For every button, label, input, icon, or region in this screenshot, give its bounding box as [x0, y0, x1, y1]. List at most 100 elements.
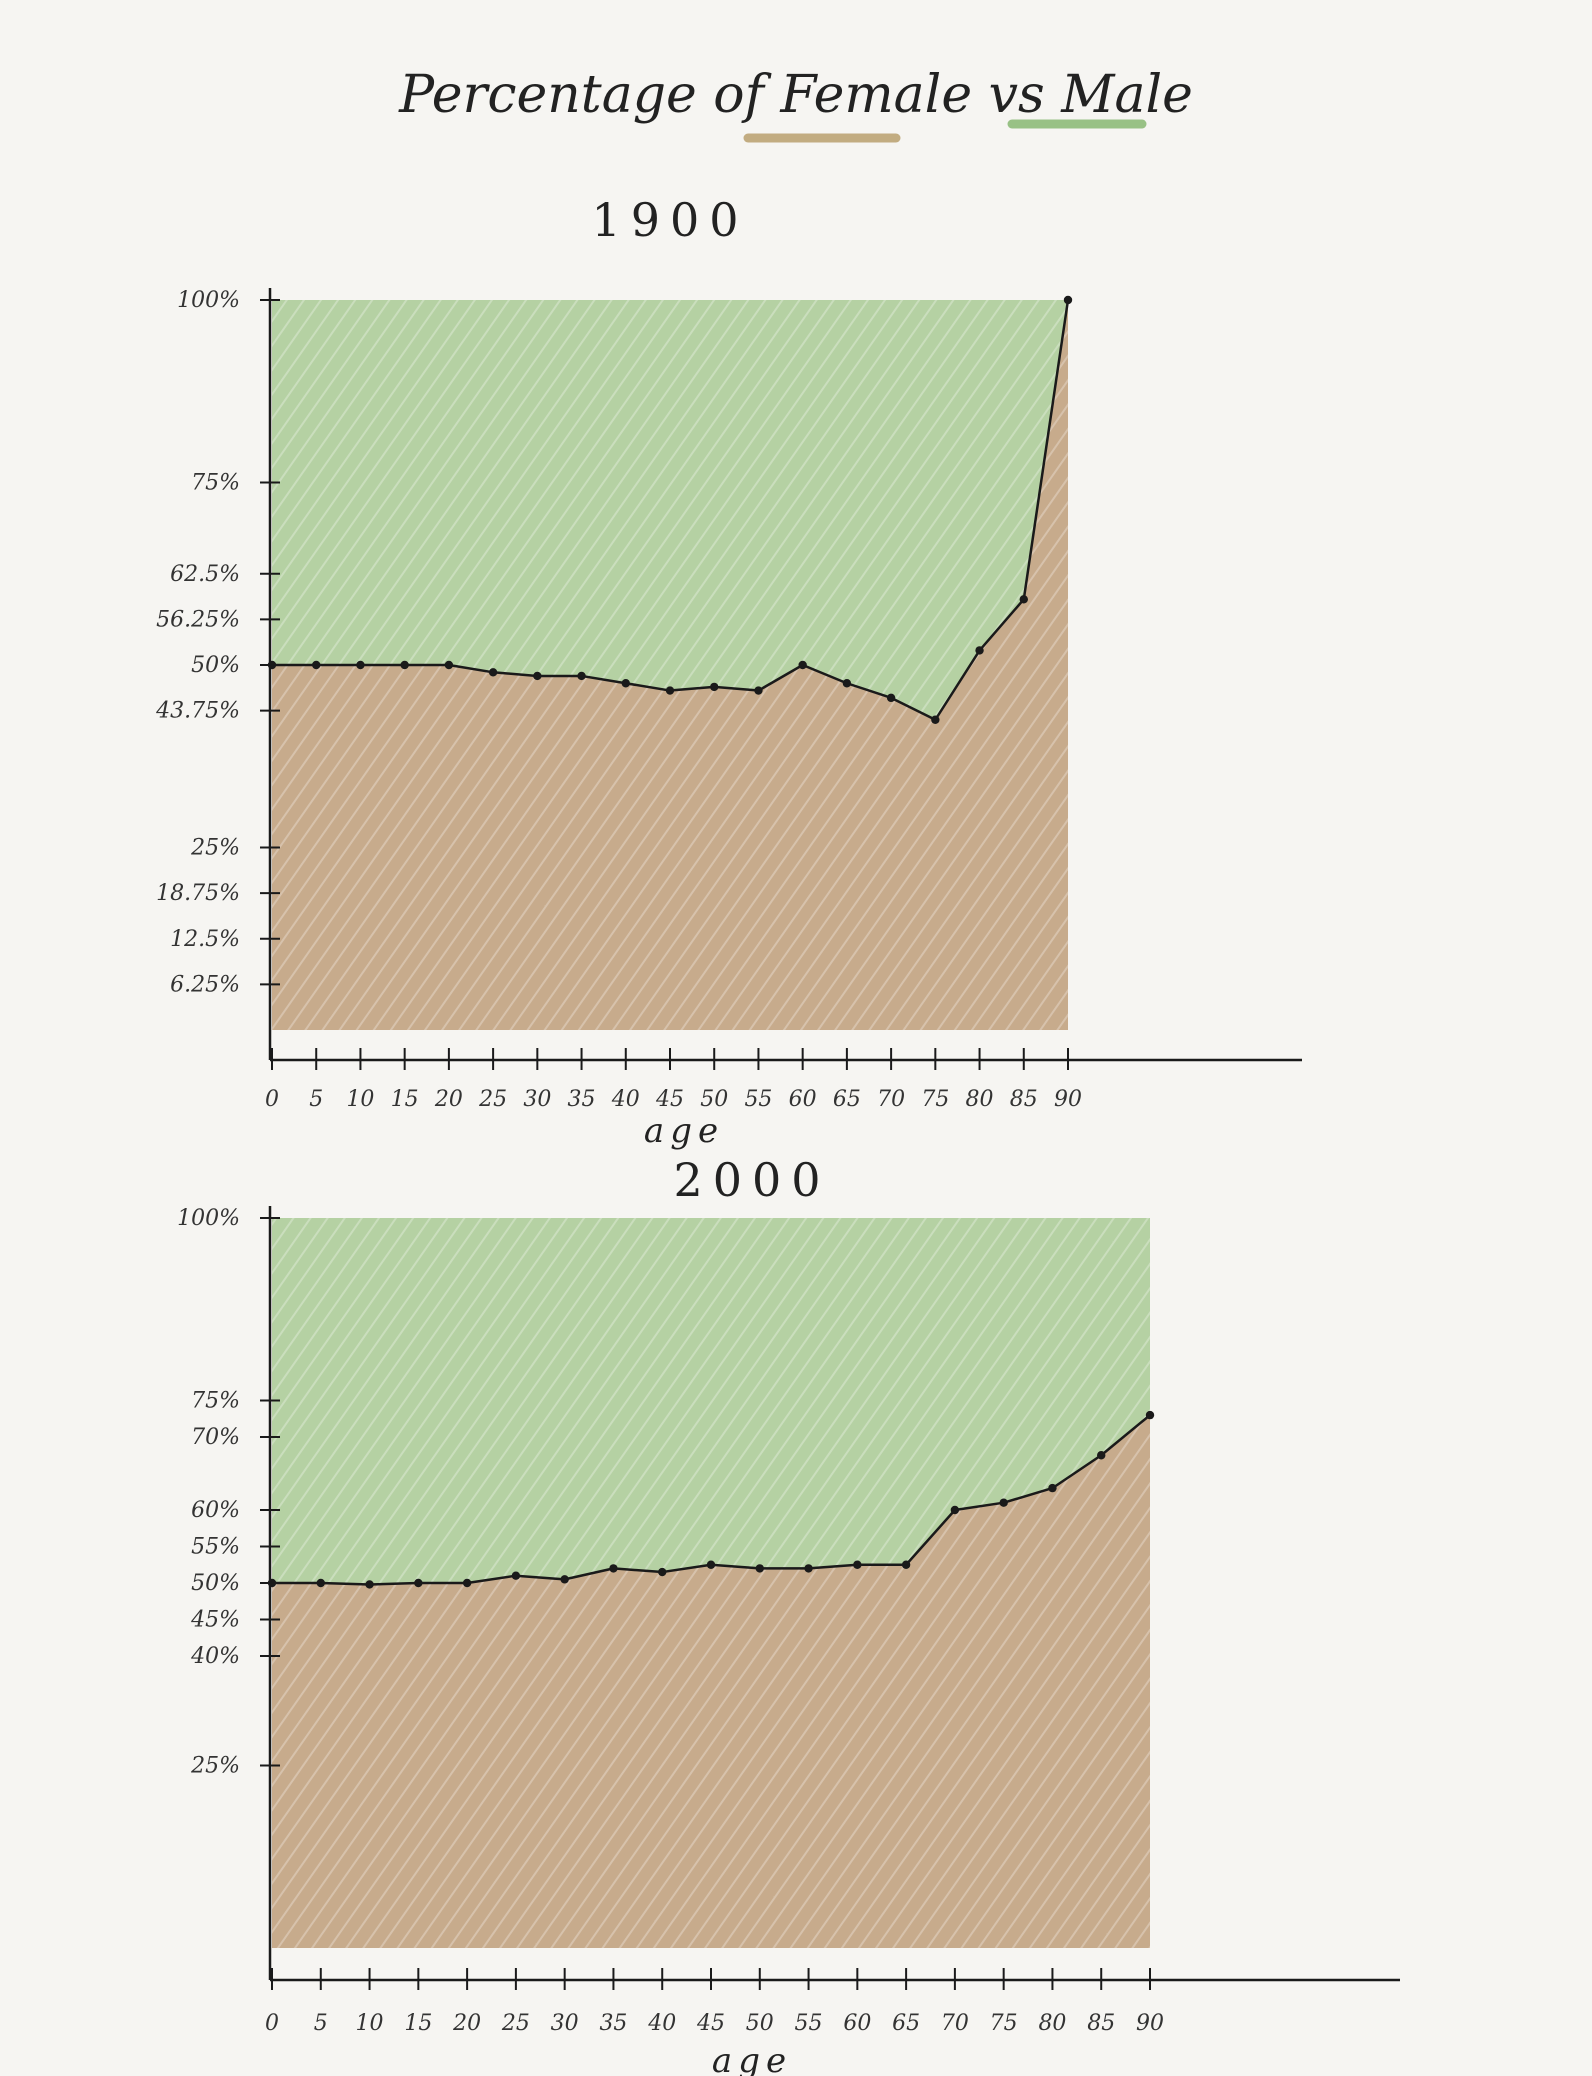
chart-2000-point-10 [365, 1580, 374, 1589]
chart-1900-x-tick-label-60: 60 [789, 1087, 817, 1112]
chart-2000-y-tick-label-50: 50% [191, 1571, 240, 1596]
chart-2000-point-65 [901, 1560, 911, 1569]
chart-2000-x-tick-label-10: 10 [356, 2011, 384, 2036]
chart-1900-x-tick-label-25: 25 [478, 1087, 507, 1112]
chart-2000-point-20 [462, 1578, 472, 1588]
chart-1900-x-tick-label-20: 20 [434, 1087, 463, 1112]
chart-1900-point-15 [400, 660, 409, 670]
chart-1900-point-45 [665, 686, 675, 695]
chart-1900-point-90 [1063, 295, 1073, 305]
chart-title: Percentage of Female vs Male [398, 65, 1193, 125]
title-group: Percentage of Female vs Male [398, 65, 1193, 143]
chart-1900-x-tick-label-45: 45 [655, 1087, 684, 1112]
chart-2000-point-60 [853, 1560, 862, 1569]
chart-2000-x-tick-label-5: 5 [314, 2011, 328, 2036]
chart-2000-y-tick-label-40: 40% [190, 1644, 240, 1669]
chart-2000-point-25 [511, 1571, 521, 1580]
chart-1900-x-tick-label-0: 0 [265, 1087, 279, 1112]
chart-1900-y-tick-label-100: 100% [177, 288, 240, 313]
chart-1900-y-tick-label-75: 75% [191, 471, 240, 496]
chart-2000-point-35 [609, 1564, 618, 1573]
chart-1900-y-tick-label-43.75: 43.75% [155, 699, 240, 724]
chart-2000-point-45 [706, 1560, 716, 1569]
chart-2000-x-axis-label: age [712, 2041, 792, 2076]
chart-1900-x-tick-label-65: 65 [833, 1087, 861, 1112]
chart-1900-point-75 [931, 715, 940, 724]
chart-2000-x-tick-label-85: 85 [1087, 2011, 1115, 2036]
chart-1900-x-tick-label-10: 10 [346, 1087, 374, 1112]
chart-1900-y-tick-label-56.25: 56.25% [156, 607, 240, 632]
chart-2000-y-tick-label-100: 100% [177, 1206, 240, 1231]
chart-2000-x-tick-label-35: 35 [599, 2011, 627, 2036]
chart-1900-point-35 [577, 671, 586, 681]
chart-2000: 2000 100% 75% 70% 60% 55% 50% 45% 40% 25% 0 5 10 15 2… [177, 1153, 1400, 2076]
chart-2000-point-50 [755, 1564, 764, 1573]
chart-2000-x-tick-label-60: 60 [843, 2011, 871, 2036]
chart-2000-point-85 [1097, 1451, 1106, 1460]
chart-2000-point-70 [950, 1505, 960, 1515]
chart-2000-point-5 [316, 1578, 325, 1588]
chart-2000-point-55 [804, 1564, 813, 1573]
chart-2000-x-tick-label-15: 15 [404, 2011, 432, 2036]
chart-2000-y-tick-label-75: 75% [191, 1389, 240, 1414]
chart-2000-point-75 [999, 1498, 1008, 1507]
chart-1900-point-40 [621, 679, 630, 688]
chart-1900-point-50 [710, 682, 719, 692]
chart-1900: 1900 100% 75% 62.5% 56.25% 50% 43.75% 25% 18.75… [155, 193, 1302, 1151]
chart-2000-x-tick-label-20: 20 [452, 2011, 481, 2036]
chart-1900-point-20 [444, 660, 454, 670]
chart-1900-x-axis-label: age [644, 1111, 724, 1151]
chart-2000-y-tick-label-70: 70% [191, 1425, 240, 1450]
chart-1900-x-tick-label-15: 15 [391, 1087, 419, 1112]
chart-1900-x-tick-label-5: 5 [309, 1087, 323, 1112]
chart-1900-y-tick-label-18.75: 18.75% [156, 881, 240, 906]
chart-1900-plot: 100% 75% 62.5% 56.25% 50% 43.75% 25% 18.75% 12.5… [155, 288, 1302, 1112]
chart-1900-point-85 [1019, 595, 1028, 604]
chart-2000-y-tick-label-55: 55% [191, 1535, 240, 1560]
chart-1900-y-tick-label-12.5: 12.5% [170, 927, 240, 952]
chart-1900-x-tick-label-75: 75 [921, 1087, 949, 1112]
chart-1900-point-25 [488, 668, 498, 677]
chart-2000-plot: 100% 75% 70% 60% 55% 50% 45% 40% 25% 0 5 10 15 20 25 30… [177, 1206, 1400, 2036]
chart-1900-x-tick-label-85: 85 [1010, 1087, 1038, 1112]
chart-1900-point-30 [533, 671, 542, 681]
chart-2000-x-tick-label-30: 30 [551, 2011, 579, 2036]
chart-2000-y-tick-label-60: 60% [191, 1498, 240, 1523]
chart-1900-point-5 [312, 660, 321, 670]
chart-1900-x-tick-label-50: 50 [700, 1087, 728, 1112]
chart-1900-y-tick-label-25: 25% [190, 836, 240, 861]
chart-1900-point-55 [754, 686, 763, 695]
chart-2000-x-tick-label-50: 50 [746, 2011, 774, 2036]
chart-2000-point-90 [1145, 1410, 1155, 1420]
chart-2000-x-tick-label-70: 70 [941, 2011, 969, 2036]
chart-2000-year-label: 2000 [673, 1153, 830, 1207]
chart-2000-point-15 [414, 1578, 423, 1588]
chart-2000-x-tick-label-0: 0 [265, 2011, 279, 2036]
chart-1900-x-tick-label-55: 55 [744, 1087, 772, 1112]
chart-1900-x-tick-label-70: 70 [877, 1087, 905, 1112]
chart-1900-point-80 [975, 646, 984, 655]
chart-2000-x-tick-label-25: 25 [501, 2011, 530, 2036]
chart-1900-y-tick-label-62.5: 62.5% [170, 562, 240, 587]
chart-1900-x-tick-label-80: 80 [966, 1087, 994, 1112]
chart-2000-x-tick-label-55: 55 [795, 2011, 823, 2036]
chart-2000-x-tick-label-40: 40 [647, 2011, 676, 2036]
chart-1900-x-tick-label-30: 30 [523, 1087, 551, 1112]
chart-2000-y-tick-label-45: 45% [190, 1608, 240, 1633]
chart-1900-point-60 [798, 660, 807, 670]
chart-2000-x-tick-label-90: 90 [1136, 2011, 1164, 2036]
chart-2000-x-tick-label-75: 75 [990, 2011, 1018, 2036]
chart-2000-x-tick-label-80: 80 [1038, 2011, 1066, 2036]
chart-1900-point-10 [356, 660, 365, 670]
chart-2000-x-tick-label-65: 65 [892, 2011, 920, 2036]
chart-1900-point-65 [842, 679, 852, 688]
chart-1900-x-tick-label-90: 90 [1054, 1087, 1082, 1112]
chart-2000-point-30 [560, 1575, 569, 1584]
chart-2000-x-tick-label-45: 45 [696, 2011, 725, 2036]
chart-2000-point-80 [1048, 1483, 1057, 1493]
chart-1900-y-tick-label-50: 50% [191, 653, 240, 678]
chart-1900-year-label: 1900 [591, 193, 748, 247]
chart-1900-x-tick-label-40: 40 [611, 1087, 640, 1112]
